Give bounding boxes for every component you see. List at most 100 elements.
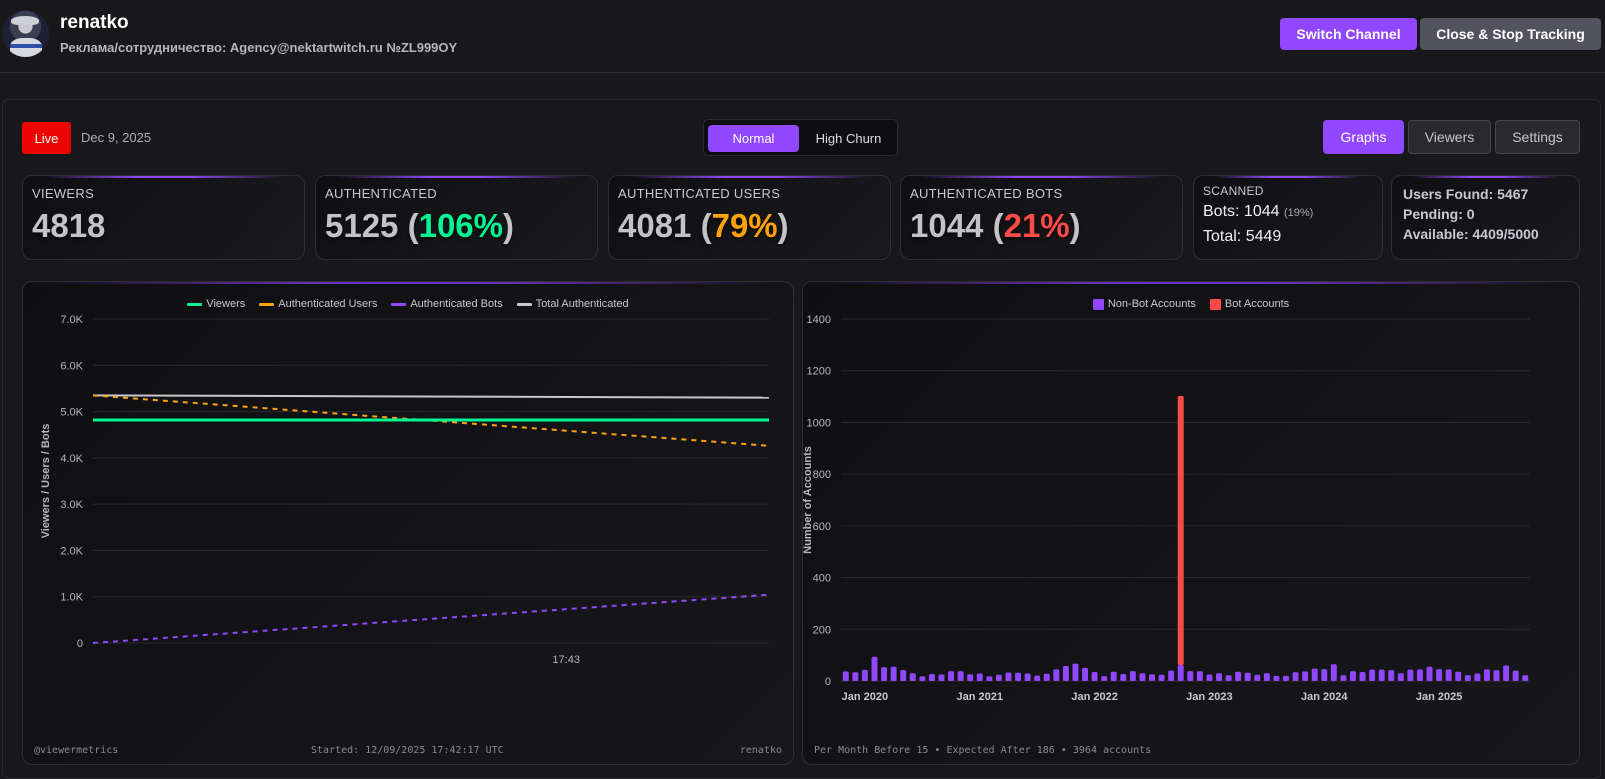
x-tick-label: Jan 2021 bbox=[957, 691, 1003, 703]
x-tick-label: Jan 2020 bbox=[842, 691, 888, 703]
y-tick-label: 1400 bbox=[807, 314, 831, 326]
authenticated-users-percent: 79% bbox=[711, 207, 778, 244]
legend-swatch-non-bot bbox=[1092, 298, 1104, 310]
brand-footer: @viewermetrics bbox=[34, 745, 119, 756]
tab-viewers[interactable]: Viewers bbox=[1408, 120, 1491, 154]
non-bot-bar bbox=[842, 671, 849, 681]
scanned-bots-label: Bots: bbox=[1203, 203, 1240, 220]
non-bot-bar bbox=[919, 676, 926, 681]
legend-label-authenticated-users: Authenticated Users bbox=[278, 298, 378, 310]
non-bot-bar bbox=[1168, 670, 1175, 681]
authenticated-bots-count: 1044 bbox=[910, 207, 984, 244]
non-bot-bar bbox=[1216, 673, 1222, 681]
y-tick-label: 0 bbox=[77, 638, 83, 650]
authenticated-label: AUTHENTICATED bbox=[325, 186, 437, 201]
non-bot-bar bbox=[1340, 675, 1347, 681]
channel-avatar[interactable] bbox=[2, 10, 49, 57]
non-bot-bar bbox=[1397, 673, 1404, 681]
non-bot-bar bbox=[1005, 672, 1012, 681]
scanned-total-label: Total: bbox=[1203, 228, 1242, 245]
total-authenticated-line bbox=[92, 394, 770, 399]
y-axis-title: Number of Accounts bbox=[803, 446, 814, 554]
legend-swatch-viewers bbox=[187, 302, 203, 306]
tab-settings[interactable]: Settings bbox=[1495, 120, 1580, 154]
y-tick-label: 1.0K bbox=[60, 592, 83, 604]
non-bot-bar bbox=[1522, 675, 1529, 681]
non-bot-bar bbox=[1321, 669, 1328, 681]
legend-item-total-authenticated[interactable]: Total Authenticated bbox=[516, 298, 629, 310]
non-bot-bar bbox=[928, 674, 935, 681]
non-bot-bar bbox=[852, 672, 859, 681]
authenticated-users-card: AUTHENTICATED USERS 4081 (79%) bbox=[608, 175, 891, 260]
tab-graphs[interactable]: Graphs bbox=[1323, 120, 1404, 154]
non-bot-bar bbox=[1177, 664, 1184, 681]
y-tick-label: 200 bbox=[813, 624, 831, 636]
scanned-bots-line: Bots: 1044 (19%) bbox=[1203, 203, 1313, 221]
legend-item-viewers[interactable]: Viewers bbox=[187, 298, 245, 310]
non-bot-bar bbox=[948, 671, 955, 681]
non-bot-bar bbox=[1369, 669, 1376, 681]
y-tick-label: 0 bbox=[825, 676, 831, 688]
legend-item-authenticated-users[interactable]: Authenticated Users bbox=[259, 298, 377, 310]
non-bot-bar bbox=[1225, 675, 1232, 681]
non-bot-bar bbox=[890, 666, 897, 681]
non-bot-bar bbox=[957, 671, 964, 681]
scanned-card: SCANNED Bots: 1044 (19%) Total: 5449 bbox=[1193, 175, 1383, 260]
authenticated-count: 5125 bbox=[325, 207, 399, 244]
non-bot-bar bbox=[1034, 675, 1041, 681]
legend-item-non-bot[interactable]: Non-Bot Accounts bbox=[1092, 298, 1196, 310]
non-bot-bar bbox=[967, 674, 974, 681]
bar-chart-svg: 0 200 400 600 800 1000 1200 1400 Number of Accou… bbox=[803, 314, 1530, 703]
avatar-hat-shape bbox=[11, 16, 39, 25]
x-tick-label: Jan 2025 bbox=[1416, 691, 1462, 703]
non-bot-bar bbox=[1244, 672, 1251, 681]
scanned-bots-value: 1044 bbox=[1243, 203, 1280, 220]
mode-high-churn-button[interactable]: High Churn bbox=[802, 125, 895, 152]
non-bot-bar bbox=[1483, 669, 1490, 681]
non-bot-bar bbox=[1263, 673, 1270, 681]
authenticated-bots-line bbox=[92, 593, 770, 644]
authenticated-users-value: 4081 (79%) bbox=[618, 207, 789, 244]
y-tick-label: 1200 bbox=[807, 366, 831, 378]
mode-normal-button[interactable]: Normal bbox=[708, 125, 799, 152]
non-bot-bar bbox=[1139, 673, 1146, 681]
stream-date: Dec 9, 2025 bbox=[81, 130, 152, 145]
non-bot-bar bbox=[909, 673, 916, 681]
x-tick-label: Jan 2024 bbox=[1301, 691, 1348, 703]
mode-toggle: Normal High Churn bbox=[703, 119, 898, 156]
legend-item-bot[interactable]: Bot Accounts bbox=[1209, 298, 1290, 310]
switch-channel-button[interactable]: Switch Channel bbox=[1280, 18, 1417, 50]
authenticated-bots-label: AUTHENTICATED BOTS bbox=[910, 186, 1063, 201]
non-bot-bar bbox=[1426, 666, 1433, 681]
non-bot-bar bbox=[1196, 671, 1203, 681]
non-bot-bar bbox=[1110, 671, 1117, 681]
y-tick-label: 5.0K bbox=[60, 407, 83, 419]
pending-text: Pending: 0 bbox=[1403, 206, 1475, 222]
legend-label-non-bot: Non-Bot Accounts bbox=[1107, 298, 1196, 310]
non-bot-bar bbox=[1254, 674, 1261, 681]
close-stop-tracking-button[interactable]: Close & Stop Tracking bbox=[1420, 18, 1601, 50]
y-tick-label: 600 bbox=[813, 521, 831, 533]
users-found-card: Users Found: 5467 Pending: 0 Available: … bbox=[1391, 175, 1580, 260]
non-bot-bar bbox=[1388, 670, 1395, 681]
legend-swatch-authenticated-bots bbox=[391, 302, 407, 306]
top-bar: renatko Реклама/сотрудничество: Agency@n… bbox=[0, 0, 1605, 73]
authenticated-bots-value: 1044 (21%) bbox=[910, 207, 1081, 244]
y-axis-title: Viewers / Users / Bots bbox=[40, 424, 52, 539]
non-bot-bar bbox=[1474, 673, 1481, 681]
legend-label-bot: Bot Accounts bbox=[1224, 298, 1290, 310]
non-bot-bar bbox=[1072, 663, 1079, 681]
avatar-stripe-shape bbox=[10, 44, 42, 48]
y-tick-label: 4.0K bbox=[60, 453, 83, 465]
non-bot-bar bbox=[1445, 669, 1452, 681]
non-bot-bar bbox=[1062, 666, 1069, 681]
non-bot-bar bbox=[1302, 671, 1309, 681]
non-bot-bar bbox=[1292, 672, 1299, 681]
channel-name: renatko bbox=[60, 12, 129, 33]
legend-item-authenticated-bots[interactable]: Authenticated Bots bbox=[391, 298, 503, 310]
non-bot-bar bbox=[1206, 674, 1213, 681]
viewers-card: VIEWERS 4818 bbox=[22, 175, 305, 260]
non-bot-bar bbox=[986, 676, 993, 681]
non-bot-bar bbox=[1512, 670, 1519, 681]
y-tick-label: 7.0K bbox=[60, 314, 83, 326]
